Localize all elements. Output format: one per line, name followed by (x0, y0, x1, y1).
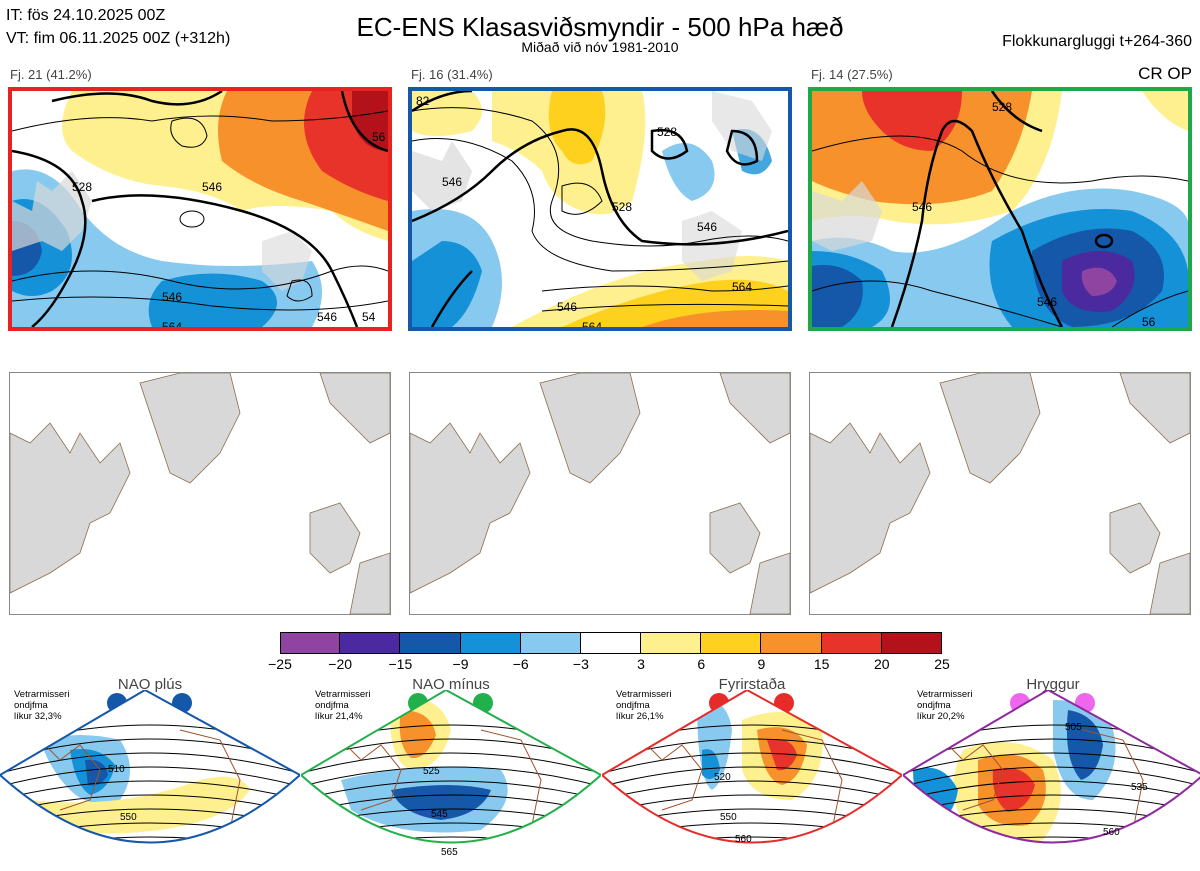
regime-map[interactable]: 505 535 560 (903, 690, 1200, 870)
contour-label: 546 (1037, 295, 1057, 309)
regime-contour-label: 560 (1103, 827, 1120, 838)
colorbar-tick-label: 25 (934, 656, 950, 672)
colorbar-tick-label: −25 (268, 656, 292, 672)
regime-note-line: ondjfma (14, 700, 48, 711)
colorbar-swatch (821, 632, 882, 654)
contour-label: 546 (442, 175, 462, 189)
colorbar-swatch (280, 632, 341, 654)
contour-label: 546 (162, 290, 182, 304)
colorbar-tick-label: −20 (328, 656, 353, 672)
cr-op-marker: CR OP (1138, 64, 1192, 83)
colorbar-tick-label: −3 (572, 656, 589, 672)
regime-note-line: Vetrarmisseri (14, 689, 70, 700)
colorbar-swatch (340, 632, 401, 654)
valid-time: VT: fim 06.11.2025 00Z (+312h) (6, 30, 231, 47)
regime-note-line: líkur 32,3% (14, 711, 62, 722)
contour-label: 546 (697, 220, 717, 234)
contour-label: 564 (162, 320, 182, 327)
contour-label: 546 (202, 180, 222, 194)
regime-contour-label: 550 (720, 812, 737, 823)
regime-contour-label: 545 (431, 809, 448, 820)
colorbar-swatch (641, 632, 702, 654)
regime-contour-label: 520 (714, 772, 731, 783)
anomaly-colorbar (280, 632, 942, 654)
colorbar-swatch (520, 632, 581, 654)
regime-title: NAO plús (117, 676, 183, 693)
contour-label: 546 (317, 310, 337, 324)
regime-contour-label: 505 (1065, 722, 1082, 733)
regime-note: Vetrarmisseri ondjfma líkur 20,2% (917, 689, 972, 722)
regime-note-line: Vetrarmisseri (616, 689, 672, 700)
empty-map-2[interactable] (409, 372, 791, 615)
empty-map-1[interactable] (9, 372, 391, 615)
colorbar-swatch (761, 632, 822, 654)
cluster-2-map[interactable]: 546 528 528 546 564 546 564 82 (408, 87, 792, 331)
regime-contour-label: 550 (120, 812, 137, 823)
regime-contour-label: 535 (1131, 782, 1148, 793)
colorbar-swatch (400, 632, 461, 654)
colorbar-swatch (460, 632, 521, 654)
contour-label: 528 (612, 200, 632, 214)
regime-contour-label: 510 (108, 764, 125, 775)
cluster-1-label: Fj. 21 (41.2%) (10, 67, 92, 82)
classification-window: Flokkunargluggi t+264-360 (1002, 33, 1192, 50)
colorbar-tick-label: 15 (813, 656, 830, 672)
regime-note-line: Vetrarmisseri (315, 689, 371, 700)
init-time: IT: fös 24.10.2025 00Z (6, 7, 166, 24)
colorbar-tick-label: −9 (452, 656, 469, 672)
contour-label: 528 (992, 100, 1012, 114)
regime-note: Vetrarmisseri ondjfma líkur 21,4% (315, 689, 370, 722)
empty-map-3[interactable] (809, 372, 1191, 615)
regime-note-line: ondjfma (315, 700, 349, 711)
regime-contour-label: 560 (735, 834, 752, 845)
contour-label: 564 (732, 280, 752, 294)
regime-title: NAO mínus (412, 676, 490, 693)
contour-label: 528 (72, 180, 92, 194)
colorbar-tick-label: 6 (697, 656, 706, 672)
contour-label: 528 (657, 125, 677, 139)
regime-note-line: ondjfma (616, 700, 650, 711)
contour-label: 546 (912, 200, 932, 214)
colorbar-swatch (701, 632, 762, 654)
contour-label: 56 (372, 130, 386, 144)
regime-contour-label: 525 (423, 766, 440, 777)
regime-note-line: Vetrarmisseri (917, 689, 973, 700)
contour-label: 546 (557, 300, 577, 314)
page-title: EC-ENS Klasasviðsmyndir - 500 hPa hæð (356, 12, 844, 42)
page-subtitle: Miðað við nóv 1981-2010 (521, 39, 679, 55)
regime-note-line: ondjfma (917, 700, 951, 711)
contour-label: 82 (416, 94, 430, 108)
regime-note: Vetrarmisseri ondjfma líkur 26,1% (616, 689, 671, 722)
colorbar-tick-label: −6 (512, 656, 529, 672)
colorbar-swatch (881, 632, 942, 654)
regime-map[interactable]: 520 550 560 (602, 690, 902, 870)
cluster-3-label: Fj. 14 (27.5%) (811, 67, 893, 82)
regime-note-line: líkur 26,1% (616, 711, 664, 722)
contour-label: 54 (362, 310, 376, 324)
regime-note: Vetrarmisseri ondjfma líkur 32,3% (14, 689, 69, 722)
contour-label: 564 (582, 320, 602, 327)
regime-note-line: líkur 21,4% (315, 711, 363, 722)
regime-note-line: líkur 20,2% (917, 711, 965, 722)
regime-map[interactable]: 525 545 565 (301, 690, 601, 870)
regime-title: Fyrirstaða (718, 676, 786, 693)
colorbar-swatch (580, 632, 642, 654)
cluster-2-label: Fj. 16 (31.4%) (411, 67, 493, 82)
colorbar-tick-label: 3 (637, 656, 645, 672)
cluster-3-map[interactable]: 546 528 546 56 (808, 87, 1192, 331)
colorbar-tick-label: −15 (388, 656, 413, 672)
cluster-1-map[interactable]: 528 546 546 564 546 56 54 (8, 87, 392, 331)
regime-title: Hryggur (1026, 676, 1080, 693)
contour-label: 56 (1142, 315, 1156, 327)
regime-contour-label: 565 (441, 847, 458, 858)
colorbar-tick-label: 20 (874, 656, 890, 672)
colorbar-tick-label: 9 (757, 656, 766, 672)
regime-map[interactable]: 510 550 (0, 690, 300, 870)
